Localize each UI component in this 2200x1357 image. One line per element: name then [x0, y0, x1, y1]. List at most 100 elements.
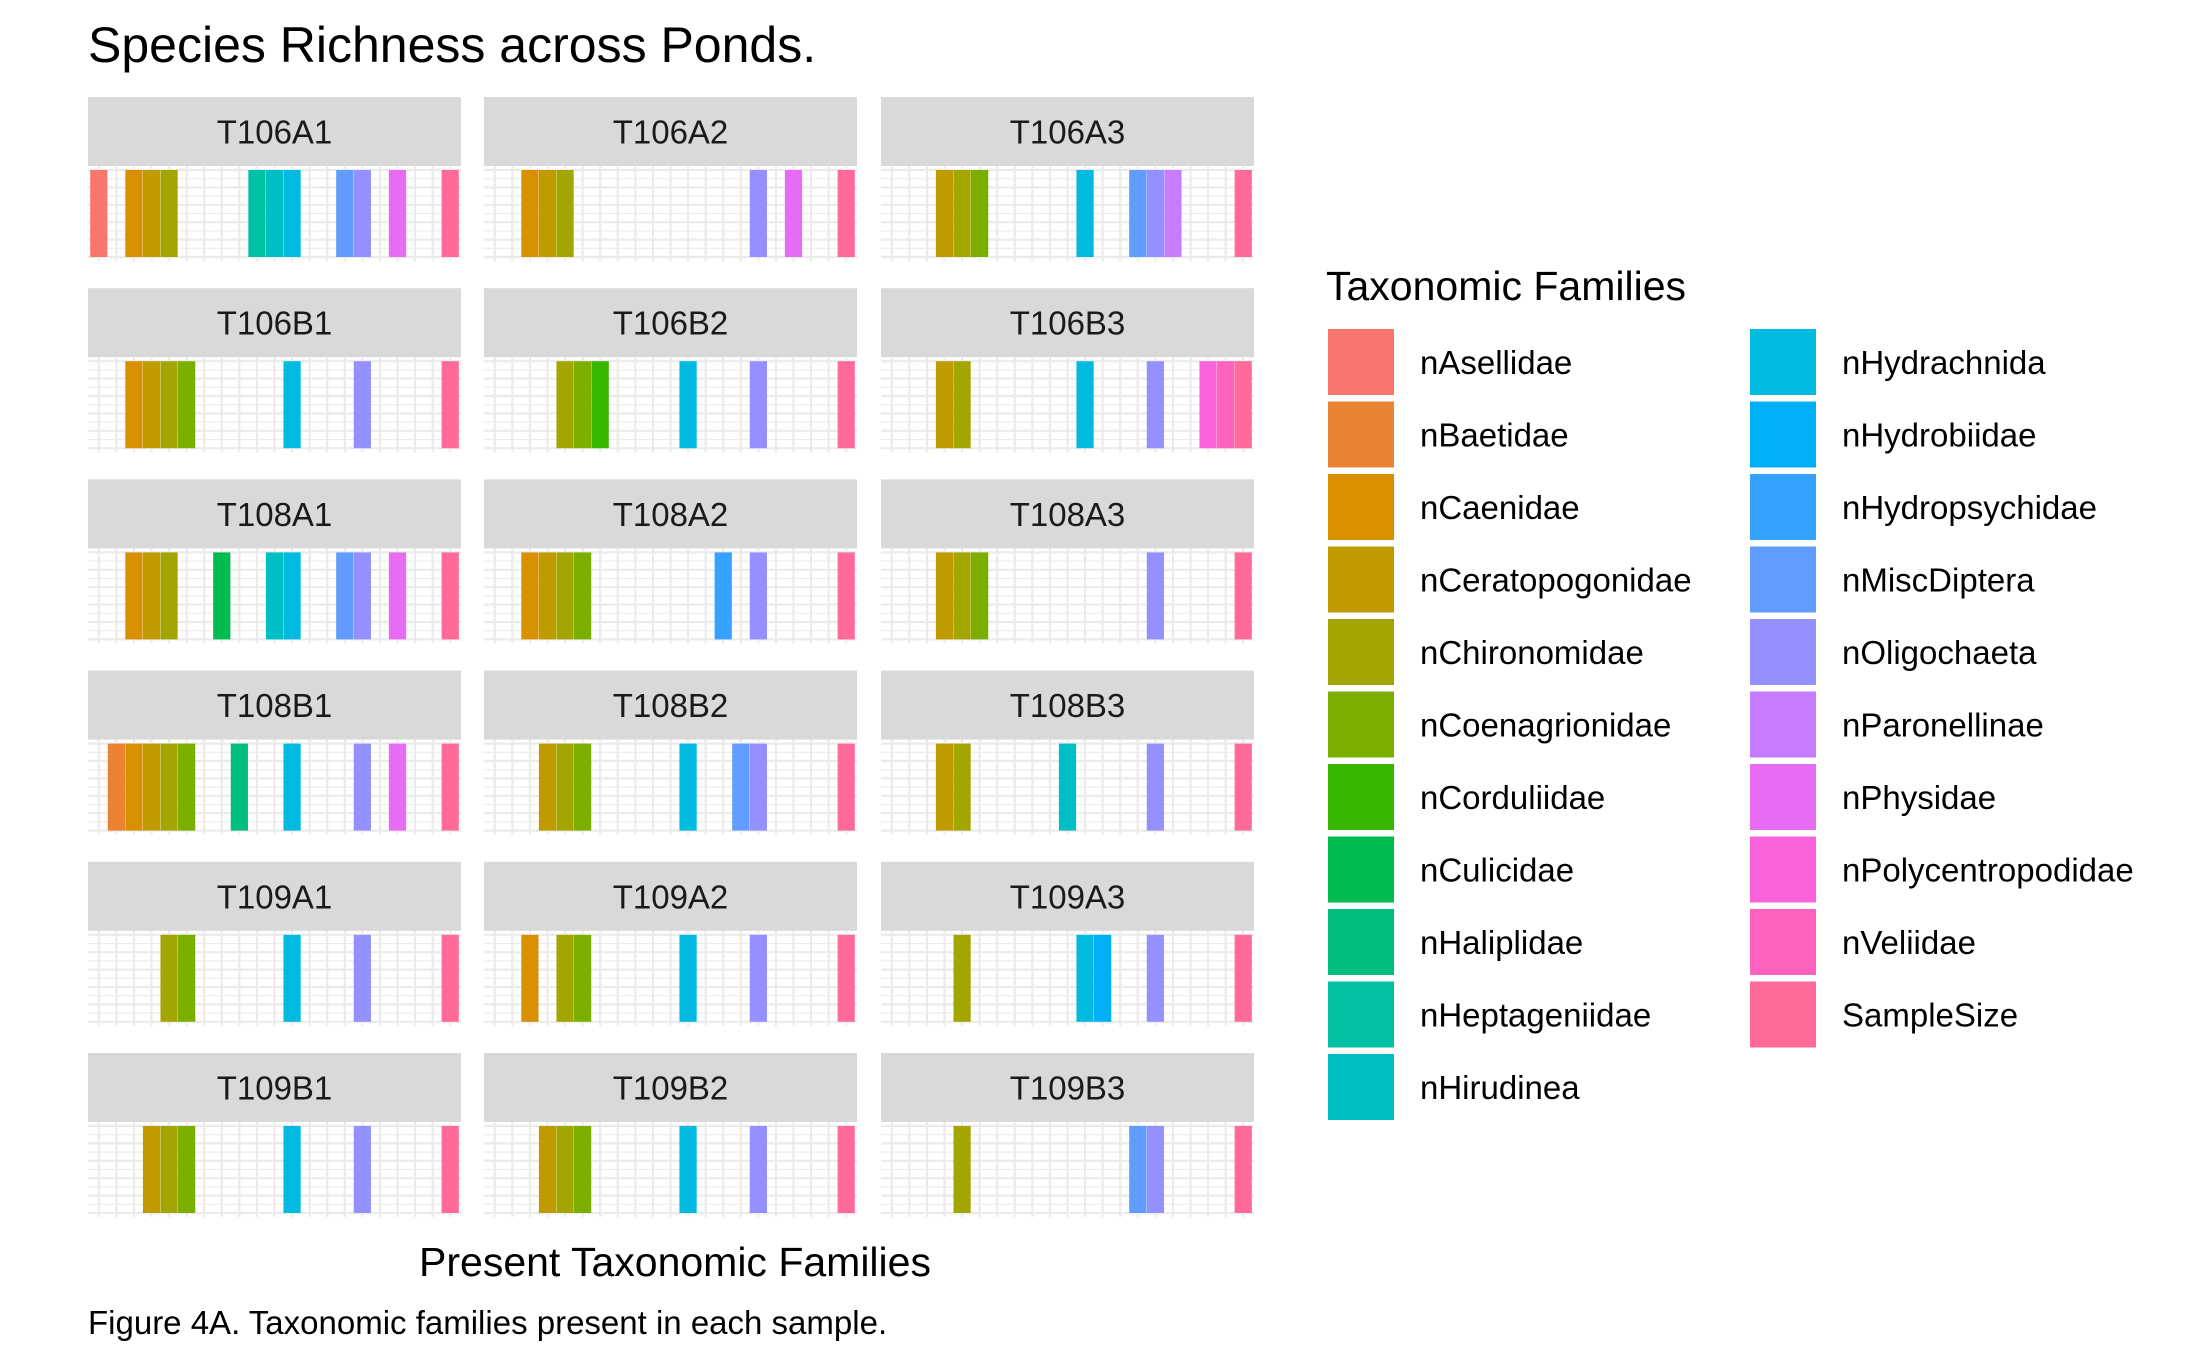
bar-nOligochaeta [749, 170, 767, 257]
bar-nChironomidae [160, 1126, 178, 1213]
bar-SampleSize [837, 170, 855, 257]
legend-label: nHydropsychidae [1842, 489, 2097, 526]
bar-nCoenagrionidae [574, 361, 592, 449]
legend: Taxonomic Families nAsellidae nBaetidae nC… [1326, 263, 2134, 1122]
legend-item-nHydrobiidae: nHydrobiidae [1748, 399, 2036, 470]
bar-nCeratopogonidae [538, 170, 557, 257]
legend-swatch [1326, 1052, 1396, 1122]
legend-label: nHydrobiidae [1842, 417, 2036, 454]
bar-nCaenidae [125, 552, 143, 640]
bar-nPhysidae [388, 743, 407, 831]
legend-label: nCorduliidae [1420, 779, 1605, 816]
bar-nCeratopogonidae [935, 743, 954, 831]
bar-nMiscDiptera [1129, 1126, 1147, 1213]
bar-nOligochaeta [749, 361, 767, 449]
bar-nCeratopogonidae [538, 1126, 557, 1213]
bar-nHydrachnida [679, 1126, 697, 1213]
facet-panel-T109A2: T109A2 [484, 861, 857, 1026]
facet-strip [88, 479, 461, 549]
legend-swatch [1748, 617, 1818, 687]
legend-swatch [1748, 399, 1818, 470]
bar-SampleSize [1234, 552, 1252, 640]
legend-swatch [1748, 762, 1818, 832]
facet-panel-T108B1: T108B1 [88, 670, 461, 835]
bar-SampleSize [1234, 743, 1252, 831]
legend-label: nCeratopogonidae [1420, 562, 1692, 599]
bar-nOligochaeta [353, 170, 371, 257]
bar-SampleSize [837, 934, 855, 1022]
legend-item-nCoenagrionidae: nCoenagrionidae [1326, 689, 1671, 760]
bar-nOligochaeta [1146, 934, 1164, 1022]
bar-nOligochaeta [353, 934, 371, 1022]
panel-gridlines [88, 930, 461, 1026]
legend-item-nAsellidae: nAsellidae [1326, 327, 1572, 397]
bar-nBaetidae [107, 743, 125, 831]
facet-strip-label: T108A2 [613, 496, 729, 533]
bar-nMiscDiptera [336, 552, 354, 640]
bar-SampleSize [837, 1126, 855, 1213]
facet-panel-T108A3: T108A3 [881, 479, 1254, 644]
bar-nHydrachnida [1076, 934, 1094, 1022]
bar-SampleSize [1234, 361, 1252, 449]
facet-panel-T108B2: T108B2 [484, 670, 857, 835]
bar-nCulicidae [213, 552, 231, 640]
legend-swatch [1748, 834, 1818, 905]
facet-panel-T106A1: T106A1 [88, 97, 461, 261]
legend-swatch [1326, 472, 1396, 542]
bar-nChironomidae [160, 361, 178, 449]
panel-gridlines [484, 930, 857, 1026]
facet-strip-label: T109B3 [1010, 1070, 1126, 1107]
legend-swatch [1326, 907, 1396, 977]
bar-nCoenagrionidae [178, 743, 196, 831]
legend-label: nPhysidae [1842, 779, 1996, 816]
chart-caption: Figure 4A. Taxonomic families present in… [88, 1304, 887, 1341]
facet-strip [484, 670, 857, 740]
bar-SampleSize [441, 743, 459, 831]
facet-strip [88, 1053, 461, 1122]
legend-swatch [1748, 544, 1818, 615]
legend-item-nHirudinea: nHirudinea [1326, 1052, 1580, 1122]
legend-swatch [1748, 979, 1818, 1050]
facet-strip [881, 479, 1254, 549]
bar-nOligochaeta [353, 552, 371, 640]
bar-nAsellidae [90, 170, 108, 257]
legend-item-nVeliidae: nVeliidae [1748, 907, 1976, 977]
bar-nCaenidae [125, 743, 143, 831]
bar-nChironomidae [953, 361, 971, 449]
bar-nMiscDiptera [336, 170, 354, 257]
legend-item-nHydropsychidae: nHydropsychidae [1748, 472, 2097, 542]
facet-strip-label: T109A1 [217, 878, 333, 915]
bar-nCeratopogonidae [935, 361, 954, 449]
bar-nCaenidae [125, 361, 143, 449]
bar-nChironomidae [556, 934, 574, 1022]
legend-label: nHaliplidae [1420, 924, 1583, 961]
facet-strip-label: T109B1 [217, 1070, 333, 1107]
bar-SampleSize [837, 552, 855, 640]
facet-panel-T109A3: T109A3 [881, 861, 1254, 1026]
bar-nHydrachnida [1076, 361, 1094, 449]
facet-strip-label: T108A1 [217, 496, 333, 533]
panel-gridlines [881, 1122, 1254, 1217]
facet-strip-label: T109A2 [613, 878, 729, 915]
bar-nHydrachnida [283, 552, 301, 640]
facet-strip-label: T108B1 [217, 687, 333, 724]
bar-nHydrachnida [679, 361, 697, 449]
bar-nHydrachnida [283, 934, 301, 1022]
bar-nCaenidae [521, 170, 539, 257]
bar-nCaenidae [521, 934, 539, 1022]
facet-strip [88, 861, 461, 931]
bar-nCeratopogonidae [142, 552, 161, 640]
bar-nOligochaeta [1146, 552, 1164, 640]
bar-SampleSize [837, 361, 855, 449]
legend-swatch [1748, 472, 1818, 542]
bar-nOligochaeta [749, 934, 767, 1022]
legend-swatch [1326, 762, 1396, 832]
bar-nMiscDiptera [732, 743, 750, 831]
bar-nPhysidae [388, 552, 407, 640]
facet-strip-label: T109A3 [1010, 878, 1126, 915]
facet-strip-label: T106B3 [1010, 305, 1126, 342]
bar-nHydrachnida [283, 743, 301, 831]
bar-nCeratopogonidae [142, 743, 161, 831]
legend-label: nParonellinae [1842, 707, 2044, 744]
